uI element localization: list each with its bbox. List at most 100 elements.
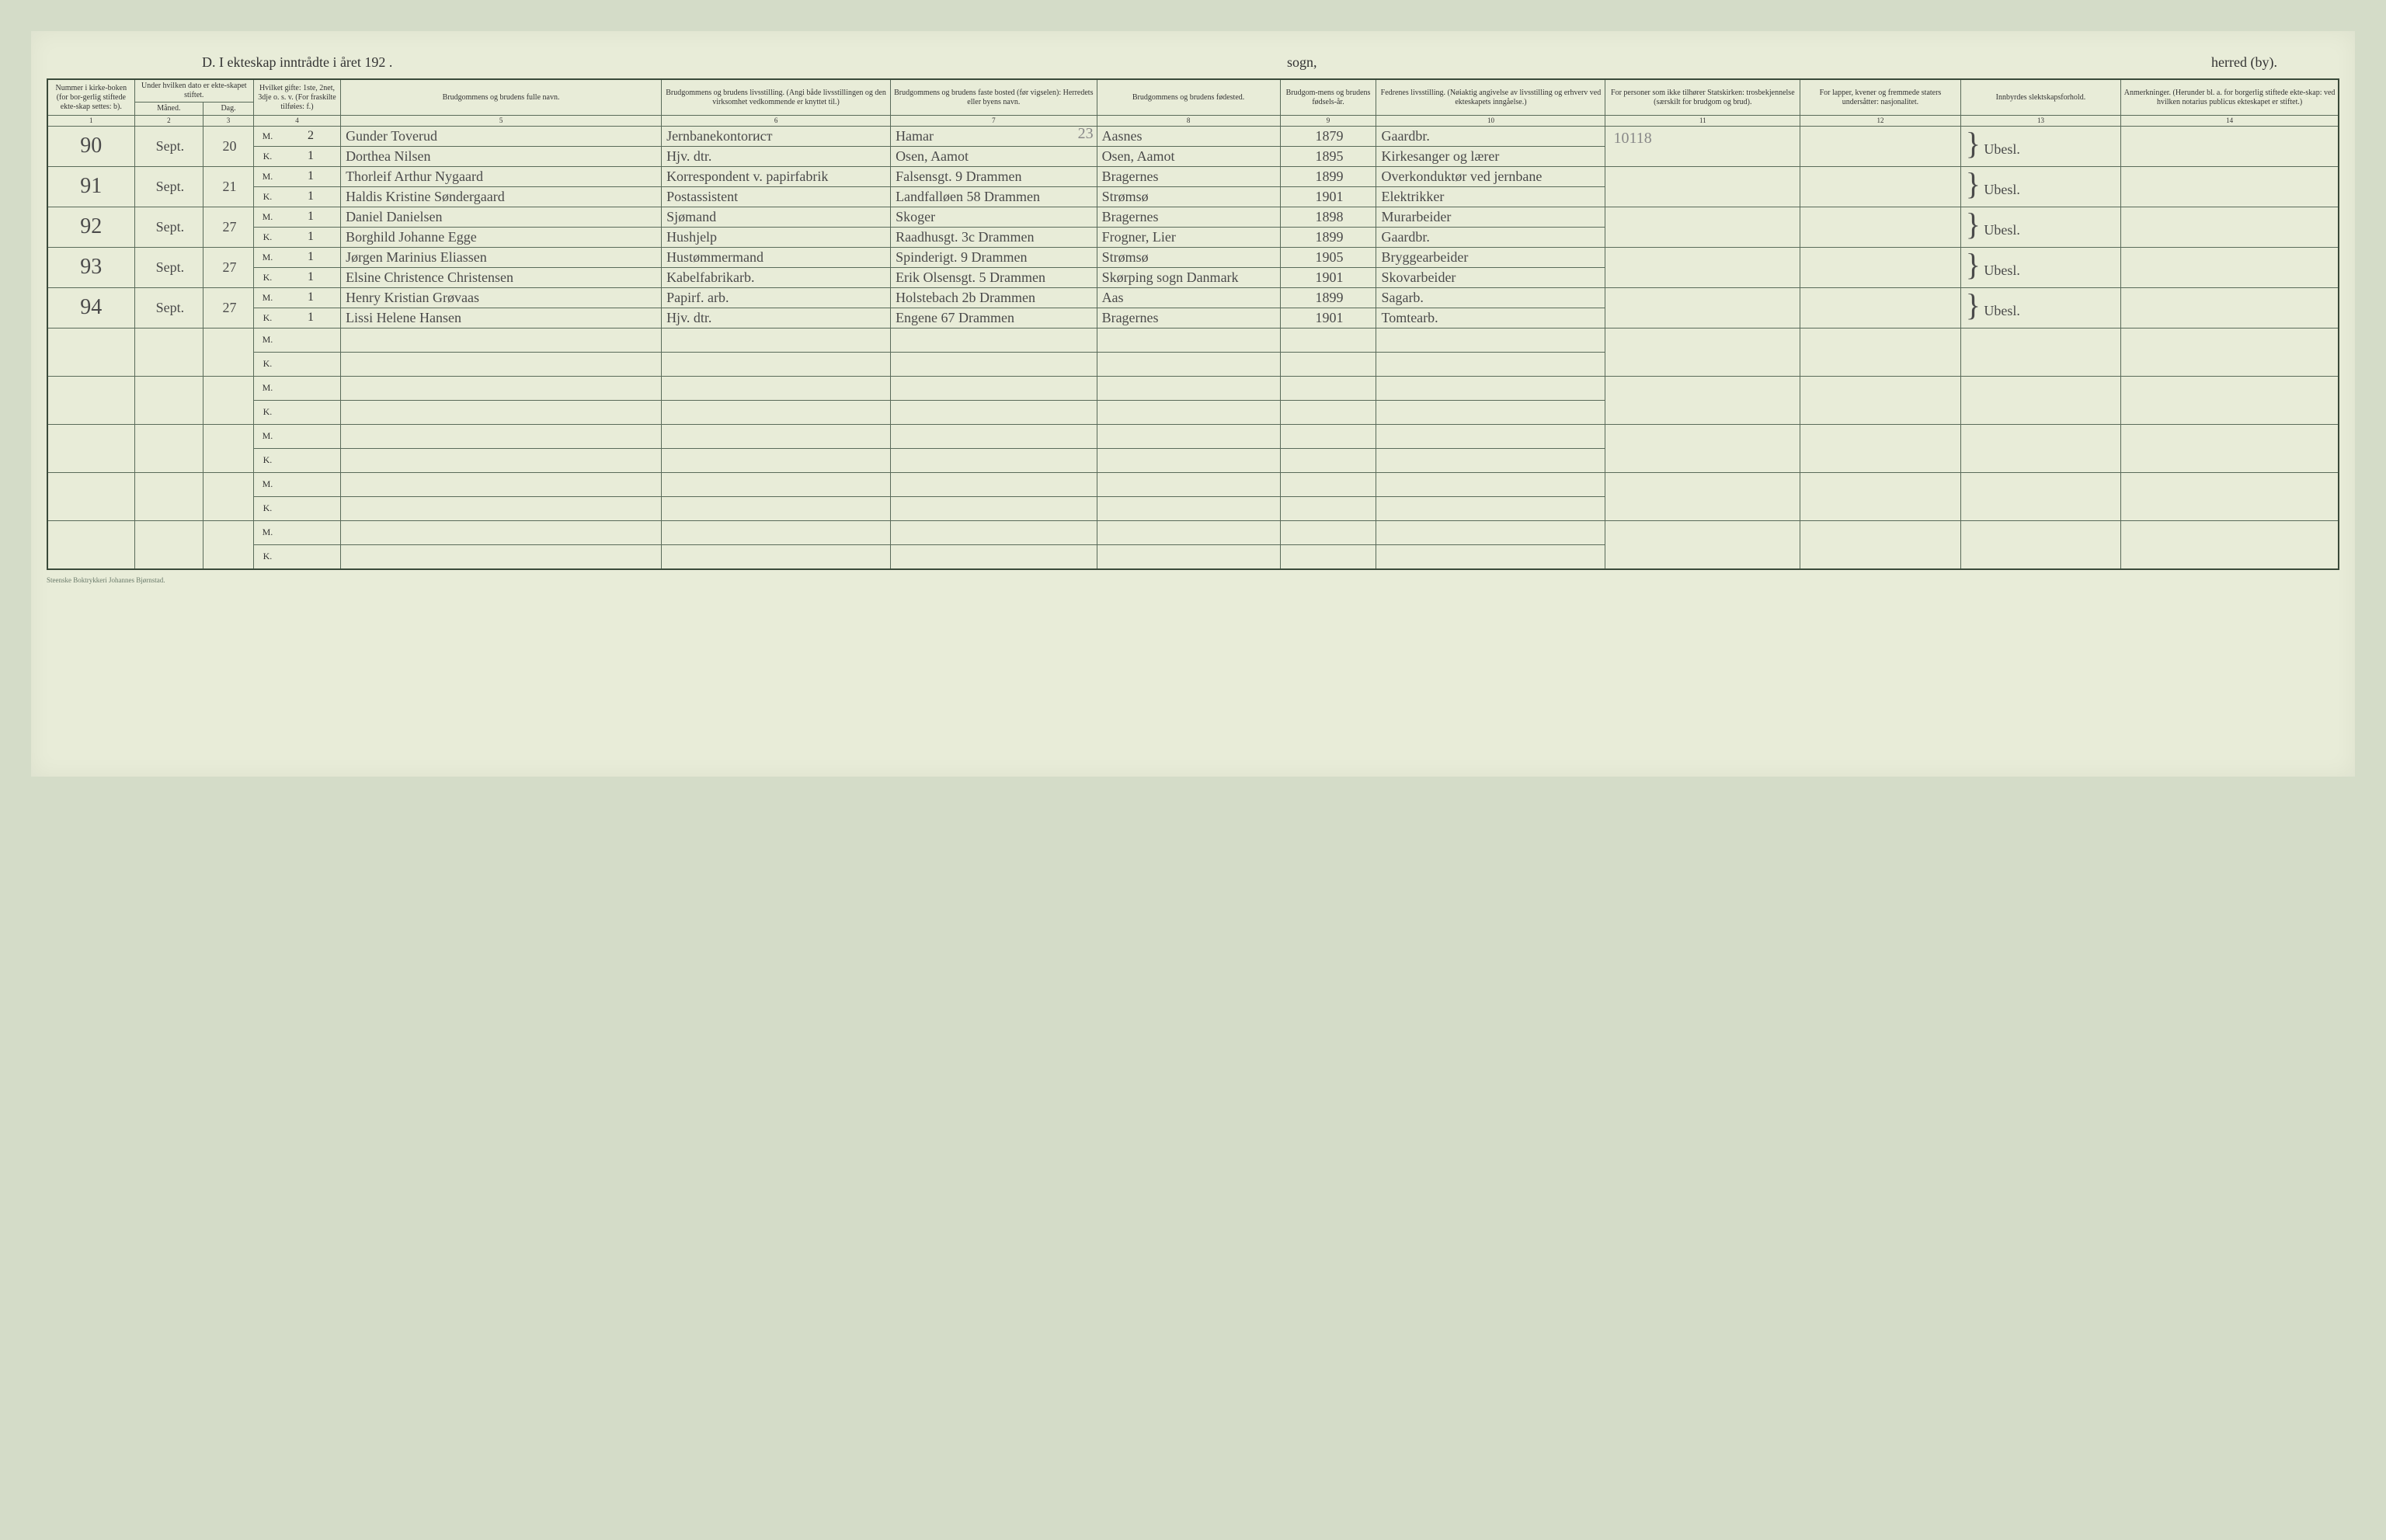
empty-cell (1800, 424, 1961, 472)
col-header-month: Måned. (134, 103, 203, 116)
bride-fedre: Kirkesanger og lærer (1376, 146, 1605, 166)
entry-day: 27 (203, 207, 254, 247)
empty-cell (281, 424, 341, 448)
empty-cell (134, 520, 203, 569)
groom-fodested: Bragernes (1097, 166, 1280, 186)
bride-aar: 1901 (1280, 308, 1376, 328)
bride-stilling: Postassistent (662, 186, 891, 207)
empty-cell (891, 472, 1097, 496)
col-num: 12 (1800, 116, 1961, 127)
groom-gifte: 1 (281, 207, 341, 227)
brace-icon: } (1966, 166, 1981, 201)
entry-slektskap: } Ubesl. (1960, 287, 2121, 328)
entry-nasjonalitet (1800, 207, 1961, 247)
empty-cell (891, 400, 1097, 424)
empty-cell (1800, 328, 1961, 376)
groom-bosted: Skoger (891, 207, 1097, 227)
empty-cell (662, 448, 891, 472)
entry-anmerkninger (2121, 166, 2339, 207)
groom-aar: 1879 (1280, 126, 1376, 146)
bride-fodested: Skørping sogn Danmark (1097, 267, 1280, 287)
empty-cell (2121, 328, 2339, 376)
empty-cell (891, 544, 1097, 569)
empty-cell (891, 352, 1097, 376)
bride-fedre: Tomtearb. (1376, 308, 1605, 328)
col-header-11: For personer som ikke tilhører Statskirk… (1605, 79, 1800, 116)
empty-cell (662, 328, 891, 352)
col-num: 9 (1280, 116, 1376, 127)
bride-gifte: 1 (281, 186, 341, 207)
empty-cell (662, 472, 891, 496)
empty-cell (281, 472, 341, 496)
pencil-annotation: 23 (1078, 125, 1094, 143)
entry-trosbekjennelse (1605, 207, 1800, 247)
bride-fodested: Frogner, Lier (1097, 227, 1280, 247)
col-header-12: For lapper, kvener og fremmede staters u… (1800, 79, 1961, 116)
empty-cell (281, 376, 341, 400)
empty-cell (341, 544, 662, 569)
empty-cell (1280, 496, 1376, 520)
entry-trosbekjennelse (1605, 247, 1800, 287)
empty-cell (2121, 520, 2339, 569)
empty-mk: M. (253, 328, 280, 352)
entry-trosbekjennelse (1605, 287, 1800, 328)
bride-navn: Dorthea Nilsen (341, 146, 662, 166)
col-header-5: Brudgommens og brudens fulle navn. (341, 79, 662, 116)
empty-cell (281, 520, 341, 544)
entry-number: 94 (47, 287, 134, 328)
groom-navn: Gunder Toverud (341, 126, 662, 146)
entry-row-groom: 91Sept.21M.1Thorleif Arthur NygaardKorre… (47, 166, 2339, 186)
col-num: 14 (2121, 116, 2339, 127)
empty-cell (341, 376, 662, 400)
groom-stilling: Korrespondent v. papirfabrik (662, 166, 891, 186)
empty-cell (1280, 472, 1376, 496)
empty-mk: K. (253, 448, 280, 472)
empty-cell (2121, 376, 2339, 424)
bride-fedre: Gaardbr. (1376, 227, 1605, 247)
empty-cell (891, 448, 1097, 472)
empty-cell (662, 400, 891, 424)
page-title-row: D. I ekteskap inntrådte i året 192 . sog… (47, 54, 2339, 78)
bride-fodested: Bragernes (1097, 308, 1280, 328)
empty-cell (47, 328, 134, 376)
empty-cell (1960, 472, 2121, 520)
empty-cell (47, 376, 134, 424)
empty-cell (1097, 424, 1280, 448)
empty-cell (134, 376, 203, 424)
entry-slektskap: } Ubesl. (1960, 247, 2121, 287)
bride-bosted: Osen, Aamot (891, 146, 1097, 166)
empty-cell (1097, 520, 1280, 544)
col-num: 5 (341, 116, 662, 127)
title-middle: sogn, (1287, 54, 1317, 71)
groom-fedre: Sagarb. (1376, 287, 1605, 308)
empty-mk: K. (253, 544, 280, 569)
brace-icon: } (1966, 207, 1981, 242)
empty-cell (203, 424, 254, 472)
entry-day: 20 (203, 126, 254, 166)
entry-number: 92 (47, 207, 134, 247)
entry-month: Sept. (134, 247, 203, 287)
printer-credit: Steenske Boktrykkeri Johannes Bjørnstad. (47, 570, 2339, 584)
empty-cell (203, 376, 254, 424)
empty-row: M. (47, 376, 2339, 400)
groom-bosted: Spinderigt. 9 Drammen (891, 247, 1097, 267)
entry-trosbekjennelse (1605, 166, 1800, 207)
groom-bosted: Hamar23 (891, 126, 1097, 146)
bride-aar: 1895 (1280, 146, 1376, 166)
empty-row: M. (47, 424, 2339, 448)
empty-cell (1097, 400, 1280, 424)
empty-cell (203, 520, 254, 569)
groom-bosted: Holstebach 2b Drammen (891, 287, 1097, 308)
empty-cell (662, 520, 891, 544)
bride-bosted: Engene 67 Drammen (891, 308, 1097, 328)
empty-cell (1605, 424, 1800, 472)
empty-cell (2121, 424, 2339, 472)
entry-anmerkninger (2121, 207, 2339, 247)
col-num: 6 (662, 116, 891, 127)
bride-navn: Lissi Helene Hansen (341, 308, 662, 328)
empty-cell (1097, 448, 1280, 472)
bride-gifte: 1 (281, 267, 341, 287)
col-header-10: Fedrenes livsstilling. (Nøiaktig angivel… (1376, 79, 1605, 116)
bride-stilling: Hjv. dtr. (662, 146, 891, 166)
empty-cell (1280, 544, 1376, 569)
